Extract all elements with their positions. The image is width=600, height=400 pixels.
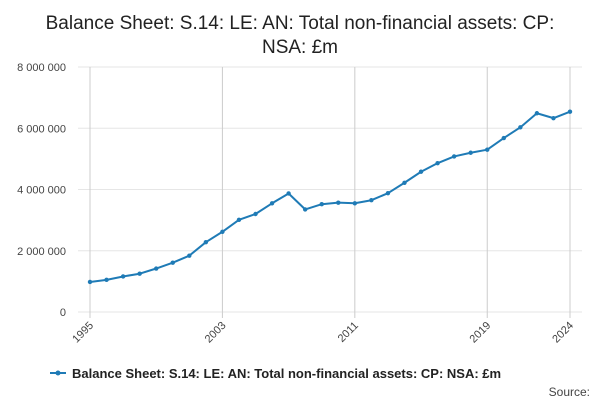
data-point[interactable] <box>253 211 258 217</box>
legend[interactable]: Balance Sheet: S.14: LE: AN: Total non-f… <box>50 366 501 381</box>
data-point[interactable] <box>269 201 275 206</box>
legend-label: Balance Sheet: S.14: LE: AN: Total non-f… <box>72 366 501 381</box>
x-tick-label: 2024 <box>550 320 576 346</box>
x-tick-label: 2003 <box>203 320 229 346</box>
data-point[interactable] <box>170 260 175 265</box>
data-point[interactable] <box>418 169 424 174</box>
data-point[interactable] <box>203 239 209 245</box>
data-point[interactable] <box>87 279 93 285</box>
data-point[interactable] <box>468 150 473 155</box>
x-tick-label: 2011 <box>336 320 361 345</box>
y-axis-ticks: 0 2 000 000 4 000 000 6 000 000 8 000 000 <box>17 62 66 319</box>
y-tick-label: 6 000 000 <box>17 123 66 135</box>
data-point[interactable] <box>518 125 523 130</box>
data-point[interactable] <box>551 115 556 121</box>
data-point[interactable] <box>236 217 242 223</box>
y-tick-label: 8 000 000 <box>17 62 66 74</box>
y-tick-label: 2 000 000 <box>17 246 66 258</box>
data-point[interactable] <box>319 202 324 207</box>
data-point[interactable] <box>501 135 506 141</box>
data-point[interactable] <box>302 207 308 212</box>
data-point[interactable] <box>485 147 490 152</box>
y-tick-label: 0 <box>60 307 66 319</box>
data-point[interactable] <box>137 271 142 276</box>
gridlines <box>78 66 582 318</box>
data-point[interactable] <box>567 109 573 114</box>
data-point[interactable] <box>352 201 358 206</box>
data-point[interactable] <box>451 154 457 159</box>
legend-swatch-marker <box>55 370 61 376</box>
data-point[interactable] <box>104 277 109 283</box>
chart-title-line-1: Balance Sheet: S.14: LE: AN: Total non-f… <box>46 13 555 34</box>
x-tick-label: 1995 <box>70 320 96 346</box>
x-tick-label: 2019 <box>468 320 494 346</box>
y-tick-label: 4 000 000 <box>17 185 66 197</box>
chart-title-line-2: NSA: £m <box>262 37 338 58</box>
source-label: Source: <box>549 385 590 399</box>
data-point[interactable] <box>286 191 291 196</box>
data-point[interactable] <box>336 200 341 205</box>
data-point[interactable] <box>369 198 374 203</box>
series-line <box>89 110 571 283</box>
x-axis-ticks: 1995 2003 2011 2019 2024 <box>70 320 576 346</box>
data-point[interactable] <box>385 190 391 196</box>
data-point[interactable] <box>435 160 440 166</box>
data-point[interactable] <box>120 274 126 279</box>
data-point[interactable] <box>534 111 540 116</box>
data-point[interactable] <box>402 180 407 185</box>
data-point[interactable] <box>187 253 192 258</box>
data-point[interactable] <box>154 266 159 271</box>
data-point[interactable] <box>220 229 225 234</box>
series-layer <box>87 109 573 285</box>
